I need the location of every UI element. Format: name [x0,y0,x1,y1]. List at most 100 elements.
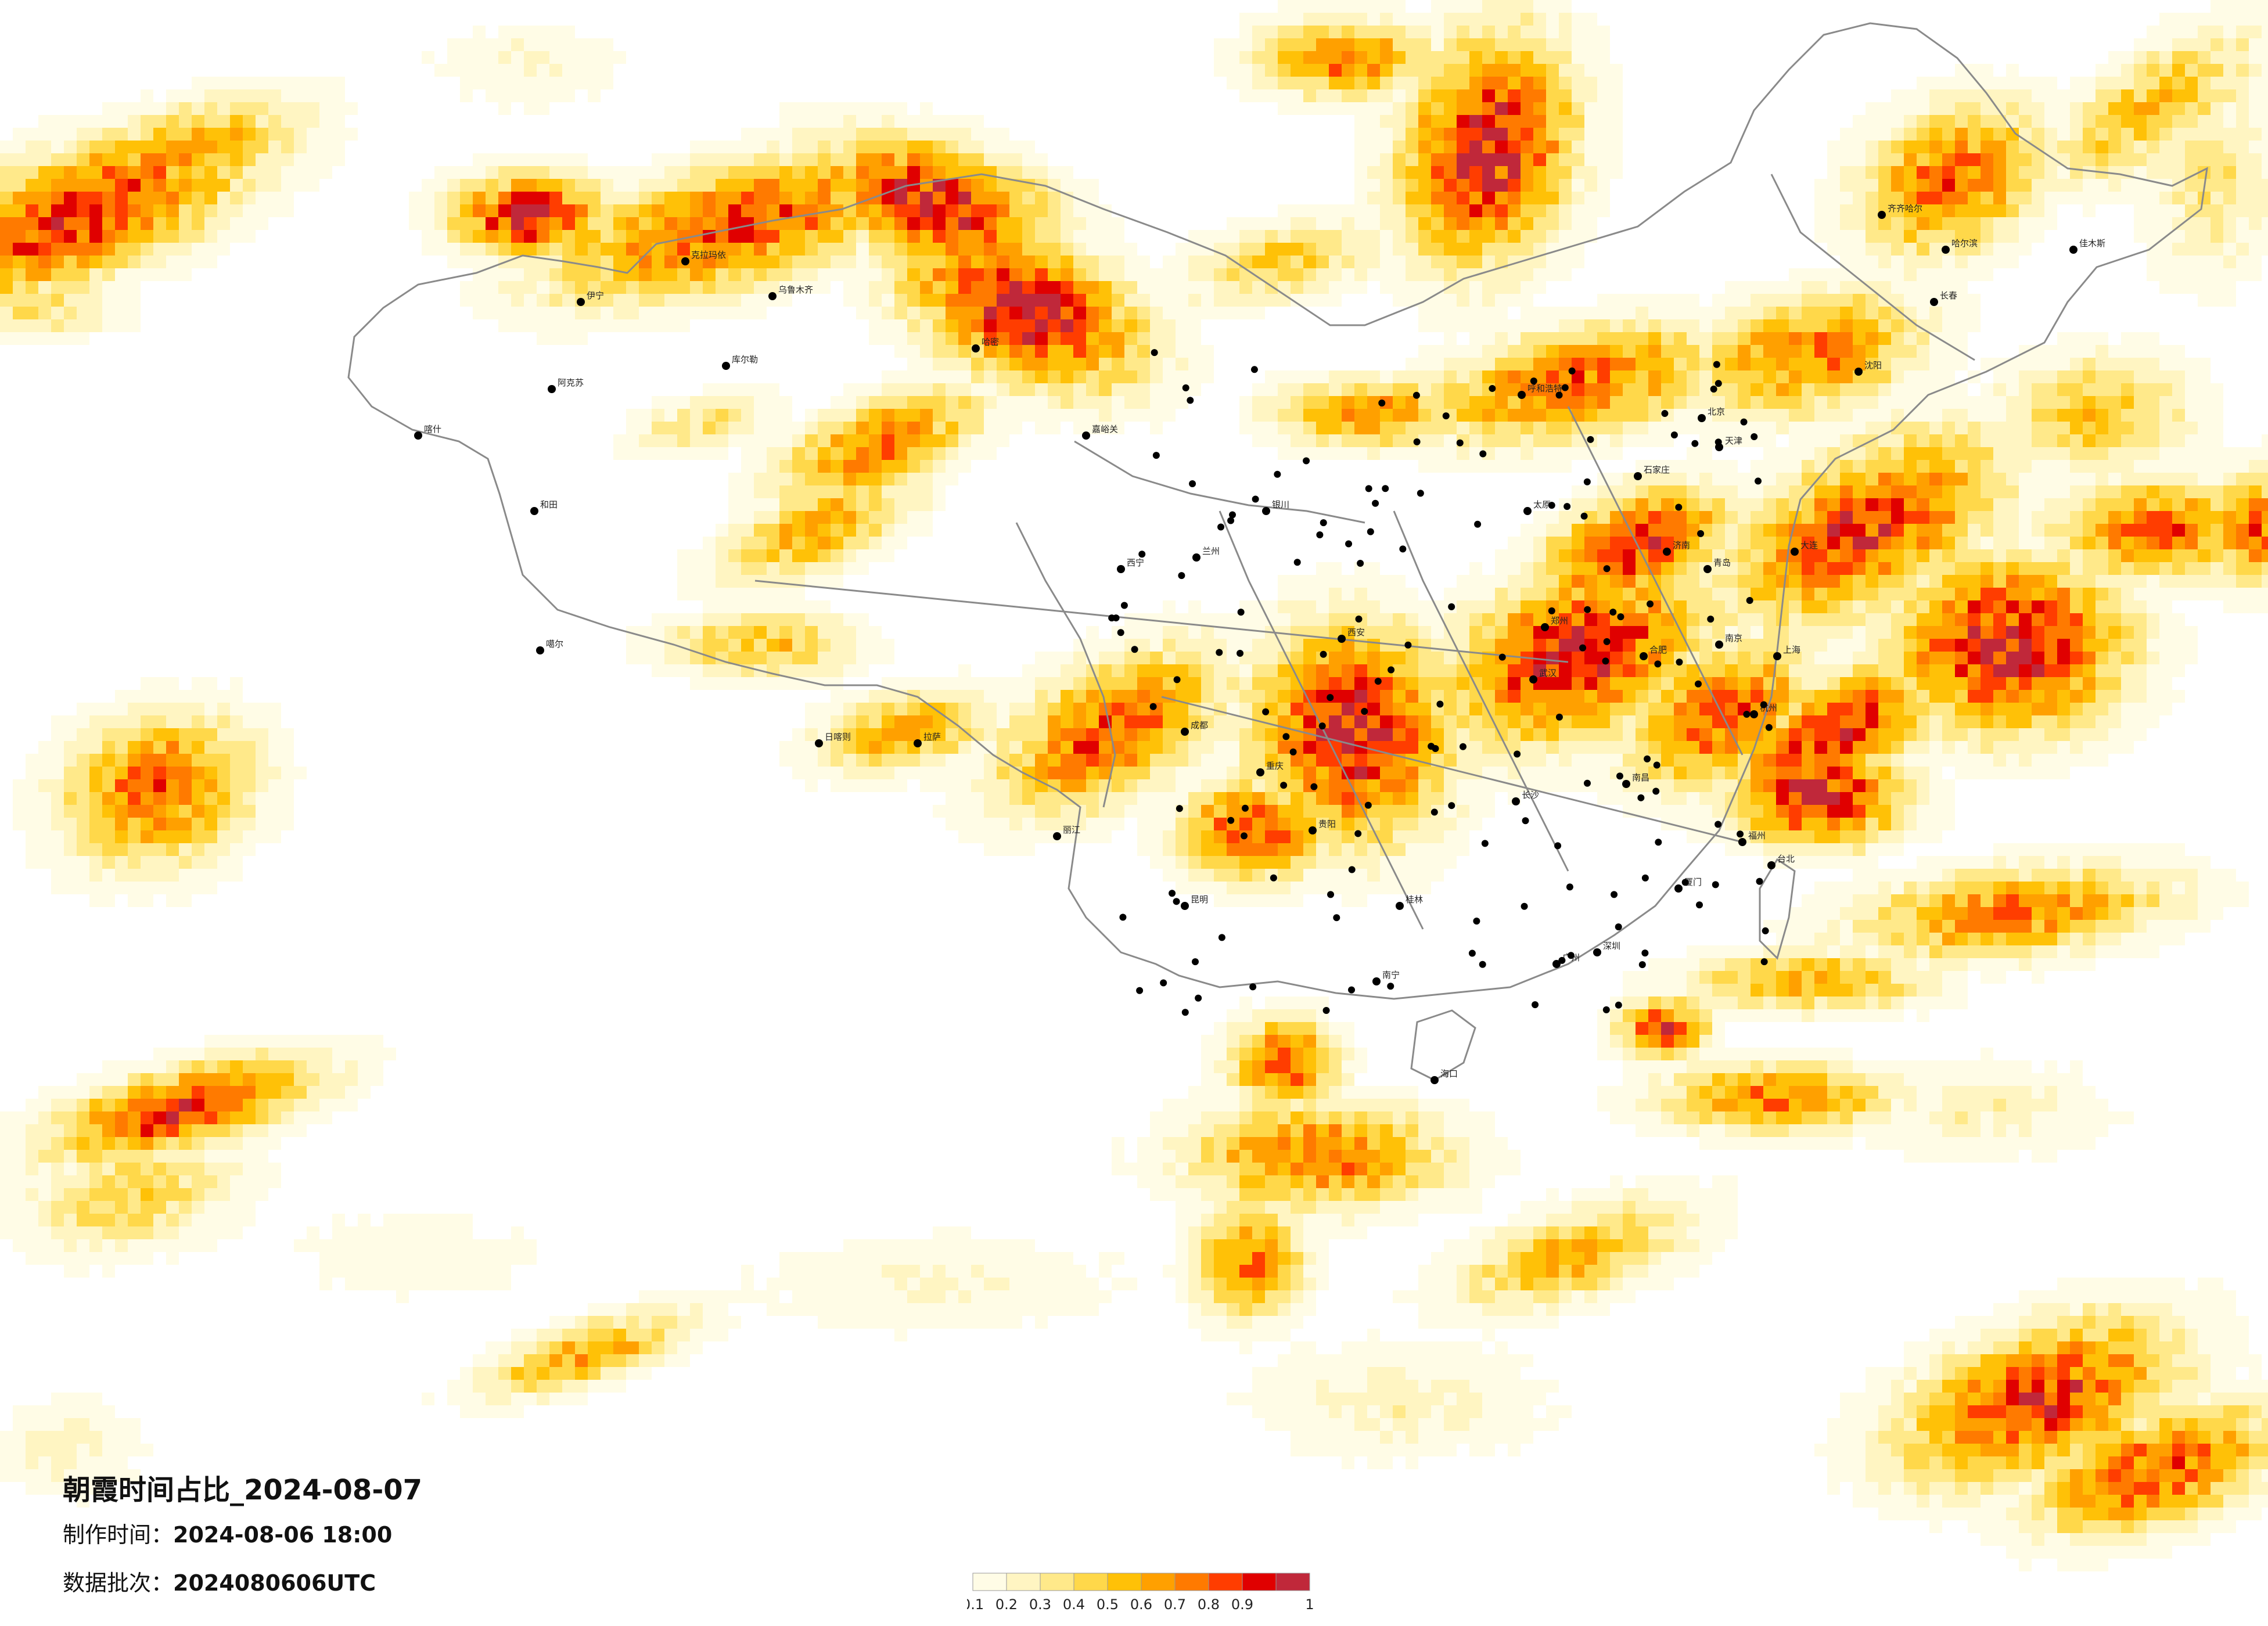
city-marker: 成都 [1181,720,1208,736]
city-dot [1151,349,1158,357]
city-dot [1676,659,1683,666]
city-dot [1622,780,1630,788]
province-line [1393,510,1569,872]
city-dot [1270,874,1277,882]
city-marker: 南昌 [1622,772,1649,788]
legend-swatch [1107,1573,1142,1591]
city-dot [548,385,556,393]
city-label: 成都 [1191,720,1208,731]
city-dot [1413,438,1421,445]
city-label: 合肥 [1649,645,1667,655]
city-dot [1602,657,1609,665]
city-dot [1120,602,1128,609]
hainan-outline [1410,1009,1476,1081]
city-dot [1616,772,1623,780]
city-dot [914,739,922,747]
city-marker: 昆明 [1181,894,1208,910]
province-line [754,580,1569,663]
city-dot [1512,797,1520,805]
city-dot [1756,877,1763,885]
city-dot [1603,638,1611,645]
city-marker: 日喀则 [815,732,851,747]
legend-tick-label: 0.6 [1130,1596,1152,1613]
city-dot [1364,801,1372,809]
legend-swatch [1174,1573,1209,1591]
city-label: 和田 [540,499,558,510]
city-dot [1152,452,1160,459]
city-marker: 福州 [1738,830,1766,846]
legend-swatch [1073,1573,1108,1591]
production-time-label: 制作时间： [63,1522,174,1548]
city-marker: 和田 [530,499,558,515]
city-marker: 海口 [1430,1069,1458,1084]
city-dot [1675,503,1683,511]
city-dot [1138,551,1146,558]
city-marker: 长沙 [1512,790,1539,805]
city-dot [1442,412,1450,420]
city-dot [1532,1001,1539,1009]
city-dot [1715,380,1722,387]
city-dot [1136,987,1144,994]
city-label: 海口 [1440,1069,1458,1079]
city-dot [1216,649,1223,656]
city-dot [1617,613,1624,621]
city-marker: 桂林 [1396,894,1423,910]
city-label: 西安 [1347,627,1365,638]
city-dot [1522,817,1529,825]
city-dot [1584,606,1591,613]
city-marker: 噶尔 [536,639,563,654]
legend-tick-label: 0.2 [995,1596,1018,1613]
city-dot [1561,384,1569,391]
legend-swatch [1006,1573,1041,1591]
city-dot [1053,832,1061,840]
city-marker: 长春 [1930,290,1957,306]
city-dot [1338,635,1346,643]
city-marker: 丽江 [1053,825,1080,840]
legend-tick-label: 0.5 [1097,1596,1119,1613]
data-batch-value: 2024080606UTC [173,1570,376,1596]
city-dot [1750,710,1758,718]
city-dot [1345,540,1353,548]
city-dot [1173,676,1181,684]
city-dot [1189,480,1196,487]
city-dot [1327,891,1335,898]
city-dot [1713,361,1720,368]
city-marker: 郑州 [1541,616,1568,631]
city-label: 阿克苏 [558,377,584,388]
city-dot [1760,701,1767,708]
city-marker: 台北 [1767,854,1795,869]
city-dot [1712,881,1719,888]
legend-swatch [972,1573,1007,1591]
city-dot [1634,472,1642,480]
city-dot [1456,439,1464,447]
city-dot [1498,653,1506,661]
city-dot [1320,650,1327,658]
legend-tick-label: 0.4 [1063,1596,1085,1613]
city-dot [1355,615,1363,623]
city-dot [1237,649,1244,657]
legend-tick-label: 0.1 [967,1596,984,1613]
legend-ticks: 0.1 0.2 0.3 0.4 0.5 0.6 0.7 0.8 0.9 1 [967,1596,1314,1613]
city-dot [1182,384,1189,391]
city-dot [1746,597,1753,605]
city-dot [1474,520,1482,528]
city-dot [1382,485,1389,492]
city-marker: 武汉 [1529,668,1557,684]
city-dot [1082,431,1090,440]
city-dot [1663,548,1671,556]
city-dot [1703,565,1712,573]
city-dot [1187,397,1194,404]
city-dot [1670,431,1678,438]
city-label: 丽江 [1063,825,1080,835]
legend-swatch [1141,1573,1176,1591]
city-dot [1309,826,1317,834]
production-time-value: 2024-08-06 18:00 [173,1522,393,1548]
city-dot [1707,616,1715,623]
city-marker: 太原 [1523,499,1551,515]
city-marker: 拉萨 [914,732,941,747]
legend-swatch [1242,1573,1277,1591]
city-dot [1568,367,1576,375]
city-dot [1583,779,1591,787]
city-dot [1767,861,1775,869]
